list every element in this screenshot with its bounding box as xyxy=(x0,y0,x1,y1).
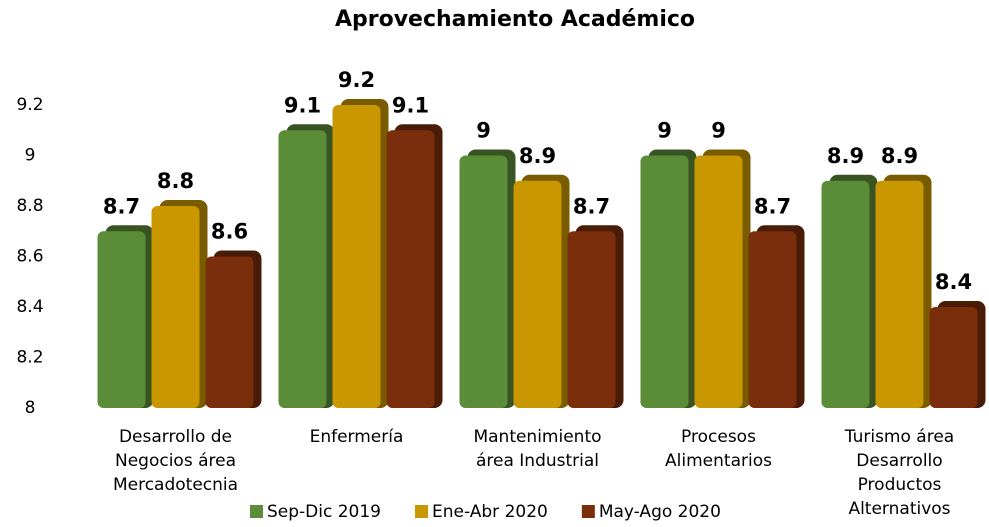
bar xyxy=(694,155,743,408)
bar xyxy=(386,130,435,408)
legend-swatch xyxy=(250,505,263,518)
y-tick-label: 8.8 xyxy=(16,196,43,216)
bar xyxy=(151,206,200,408)
bar xyxy=(278,130,327,408)
bar xyxy=(567,231,616,408)
value-label: 8.8 xyxy=(157,169,194,193)
legend-label: Sep-Dic 2019 xyxy=(267,502,381,522)
x-tick-label: Enfermería xyxy=(309,427,404,447)
y-tick-label: 8 xyxy=(25,398,36,418)
value-label: 9 xyxy=(711,119,726,143)
bar xyxy=(459,155,508,408)
value-label: 8.7 xyxy=(754,194,791,218)
bar xyxy=(748,231,797,408)
y-tick-label: 8.2 xyxy=(16,348,43,368)
bar xyxy=(205,256,254,408)
value-label: 9 xyxy=(657,119,672,143)
bar xyxy=(97,231,146,408)
bar xyxy=(640,155,689,408)
bar xyxy=(875,180,924,408)
value-label: 8.9 xyxy=(519,144,556,168)
value-label: 8.4 xyxy=(935,270,972,294)
value-label: 9 xyxy=(476,119,491,143)
bar xyxy=(929,307,978,408)
x-tick-label: Mantenimiento área Industrial xyxy=(473,427,602,471)
value-label: 8.6 xyxy=(211,220,248,244)
x-tick-label: Desarrollo de Negocios área Mercadotecni… xyxy=(112,427,239,495)
bar xyxy=(513,180,562,408)
legend-swatch xyxy=(581,505,595,518)
value-label: 9.1 xyxy=(284,93,321,117)
legend-swatch xyxy=(415,505,429,518)
value-label: 8.9 xyxy=(881,144,918,168)
bar xyxy=(821,180,870,408)
legend-label: Ene-Abr 2020 xyxy=(432,502,548,522)
value-label: 8.7 xyxy=(573,194,610,218)
value-label: 9.2 xyxy=(338,68,375,92)
y-tick-label: 8.6 xyxy=(16,247,43,267)
y-tick-label: 9.2 xyxy=(16,95,43,115)
y-tick-label: 8.4 xyxy=(16,297,43,317)
y-tick-label: 9 xyxy=(25,146,36,166)
value-label: 9.1 xyxy=(392,93,429,117)
value-label: 8.9 xyxy=(827,144,864,168)
x-tick-label: Turismo área Desarrollo Productos Altern… xyxy=(844,427,955,519)
x-tick-label: Procesos Alimentarios xyxy=(665,427,772,471)
chart-title: Aprovechamiento Académico xyxy=(335,7,695,32)
legend-label: May-Ago 2020 xyxy=(599,502,721,522)
bar xyxy=(332,105,381,408)
value-label: 8.7 xyxy=(103,194,140,218)
